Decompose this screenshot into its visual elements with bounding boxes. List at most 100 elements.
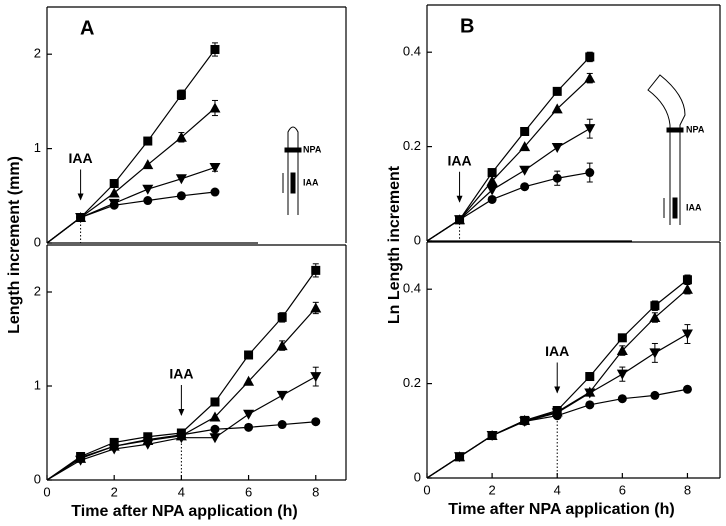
marker xyxy=(76,452,86,462)
annotation: IAA xyxy=(169,366,193,382)
iaa-band xyxy=(290,172,296,194)
marker xyxy=(682,384,692,394)
x-tick-label: 2 xyxy=(488,482,495,497)
marker xyxy=(617,394,627,404)
series-line xyxy=(426,56,591,242)
marker xyxy=(277,312,287,322)
marker xyxy=(209,162,221,173)
marker xyxy=(209,102,221,113)
marker xyxy=(176,430,186,440)
marker xyxy=(210,187,220,197)
arrow-head xyxy=(77,193,84,201)
inset-label: NPA xyxy=(686,124,705,134)
marker xyxy=(585,372,595,382)
inset-label: IAA xyxy=(303,177,319,187)
marker xyxy=(243,375,255,386)
marker xyxy=(486,185,498,196)
marker xyxy=(486,175,498,186)
inset-a: NPA IAA xyxy=(282,126,322,215)
marker xyxy=(520,126,530,136)
marker xyxy=(244,350,254,360)
marker xyxy=(311,417,321,427)
marker xyxy=(617,333,627,343)
x-tick-label: 4 xyxy=(554,482,561,497)
marker xyxy=(209,411,221,422)
series-line xyxy=(426,171,590,242)
marker xyxy=(455,452,465,462)
inset-b: NPA IAA xyxy=(647,74,705,225)
marker xyxy=(616,345,628,356)
annotation: IAA xyxy=(69,150,93,166)
marker xyxy=(519,165,531,176)
marker xyxy=(585,168,595,178)
y-tick-label: 0.2 xyxy=(403,138,421,153)
marker xyxy=(551,103,563,114)
marker xyxy=(109,441,119,451)
x-tick-label: 0 xyxy=(423,482,430,497)
marker xyxy=(552,173,562,183)
y-tick-label: 0.4 xyxy=(403,44,421,59)
annotation: IAA xyxy=(545,343,569,359)
series-line xyxy=(426,388,688,479)
arrow-head xyxy=(178,409,185,416)
arrow-head xyxy=(456,195,463,203)
marker xyxy=(310,372,322,383)
y-tick-label: 2 xyxy=(34,46,41,61)
marker xyxy=(649,312,661,323)
marker xyxy=(276,390,288,401)
marker xyxy=(584,388,596,399)
panel-label: A xyxy=(80,17,94,39)
marker xyxy=(243,409,255,420)
y-tick-label: 1 xyxy=(34,377,41,392)
marker xyxy=(310,302,322,313)
marker xyxy=(143,136,153,146)
marker xyxy=(175,174,187,185)
marker xyxy=(616,369,628,380)
x-tick-label: 6 xyxy=(619,482,626,497)
x-axis-label: Time after NPA application (h) xyxy=(71,503,297,520)
marker xyxy=(210,44,220,54)
marker xyxy=(682,275,692,285)
marker xyxy=(176,191,186,201)
marker xyxy=(585,52,595,62)
marker xyxy=(520,416,530,426)
y-axis-label: Length increment (mm) xyxy=(6,156,23,334)
x-tick-label: 6 xyxy=(245,484,252,499)
inset-label: NPA xyxy=(303,144,322,154)
marker xyxy=(244,422,254,432)
marker xyxy=(143,435,153,445)
y-tick-label: 2 xyxy=(34,283,41,298)
x-tick-label: 2 xyxy=(111,484,118,499)
arrow-head xyxy=(554,386,561,394)
marker xyxy=(142,159,154,170)
marker xyxy=(519,141,531,152)
marker xyxy=(210,397,220,407)
marker xyxy=(681,283,693,294)
marker xyxy=(311,265,321,275)
marker xyxy=(487,194,497,204)
marker xyxy=(487,168,497,178)
series-line xyxy=(46,191,216,244)
inset-label: IAA xyxy=(686,202,702,212)
y-tick-label: 0 xyxy=(34,234,41,249)
y-tick-label: 1 xyxy=(34,140,41,155)
marker xyxy=(552,86,562,96)
marker xyxy=(143,196,153,206)
y-axis-label: Ln Length increment xyxy=(386,165,403,324)
marker xyxy=(650,301,660,311)
marker xyxy=(649,348,661,359)
marker xyxy=(175,131,187,142)
marker xyxy=(681,329,693,340)
x-tick-label: 4 xyxy=(178,484,185,499)
x-tick-label: 0 xyxy=(43,484,50,499)
x-tick-label: 8 xyxy=(684,482,691,497)
panel-label: B xyxy=(460,15,474,37)
marker xyxy=(584,124,596,135)
marker xyxy=(142,184,154,195)
marker xyxy=(552,411,562,421)
y-tick-label: 0 xyxy=(414,469,421,484)
npa-band xyxy=(666,127,684,133)
marker xyxy=(209,433,221,444)
